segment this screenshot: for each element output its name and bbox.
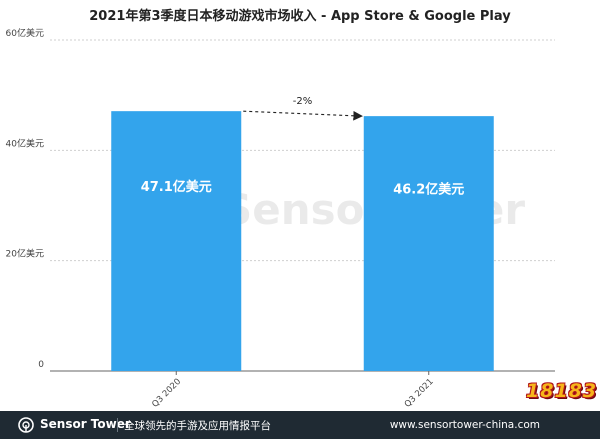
badge-text: 18183 [526,380,598,402]
brand-name: Sensor Tower [40,417,131,431]
game-site-badge-icon: 18183 [526,378,596,408]
footer-divider [117,418,118,432]
y-tick-label: 40亿美元 [6,137,44,149]
change-arrow [243,110,363,121]
change-annotation: -2% [293,96,312,107]
bar [111,111,242,371]
y-tick-label: 20亿美元 [6,248,44,260]
bar [363,116,494,371]
x-tick-label: Q3 2021 [403,377,436,410]
footer-website-link[interactable]: www.sensortower-china.com [389,419,540,431]
x-tick-label: Q3 2020 [150,377,183,410]
chart-title: 2021年第3季度日本移动游戏市场收入 - App Store & Google… [89,8,511,24]
bar-value-label: 46.2亿美元 [393,182,464,198]
y-tick-label: 0 [38,360,44,370]
footer-tagline: 全球领先的手游及应用情报平台 [124,420,271,432]
sensor-tower-logo-icon [18,417,34,433]
chart: 2021年第3季度日本移动游戏市场收入 - App Store & Google… [6,8,555,410]
y-tick-label: 60亿美元 [6,27,44,39]
bar-value-label: 47.1亿美元 [141,179,212,195]
footer: Sensor Tower 全球领先的手游及应用情报平台 www.sensorto… [0,411,600,439]
